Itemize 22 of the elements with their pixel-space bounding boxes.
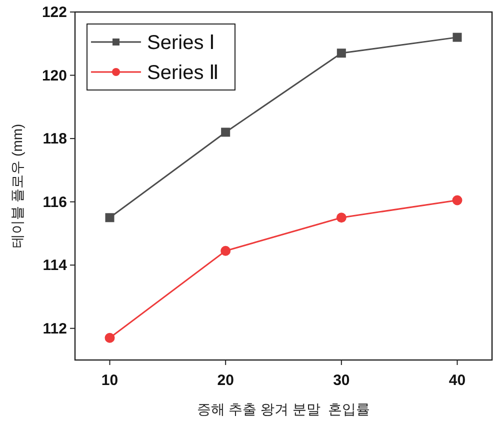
legend-label: Series Ⅰ: [147, 32, 216, 54]
y-tick-label: 118: [42, 130, 67, 148]
x-tick-label: 40: [448, 372, 466, 389]
point: [105, 213, 114, 222]
x-tick-label: 30: [333, 372, 350, 389]
y-tick-label: 112: [42, 320, 67, 338]
legend-label: Series Ⅱ: [147, 62, 220, 84]
x-axis-title: 증해 추출 왕겨 분말 혼입률: [196, 401, 370, 417]
y-tick-label: 122: [42, 4, 67, 21]
point: [220, 246, 231, 256]
y-tick-label: 120: [42, 67, 67, 84]
x-tick-label: 20: [217, 372, 234, 389]
point: [452, 195, 462, 206]
point: [336, 48, 346, 58]
y-tick-label: 114: [42, 257, 68, 274]
point: [452, 32, 462, 42]
x-tick-label: 10: [101, 372, 118, 389]
y-tick-label: 116: [42, 194, 67, 211]
point: [104, 332, 115, 343]
point: [221, 128, 230, 137]
point: [336, 212, 346, 223]
y-axis-title: 테이블 플로우 (mm): [9, 124, 25, 248]
